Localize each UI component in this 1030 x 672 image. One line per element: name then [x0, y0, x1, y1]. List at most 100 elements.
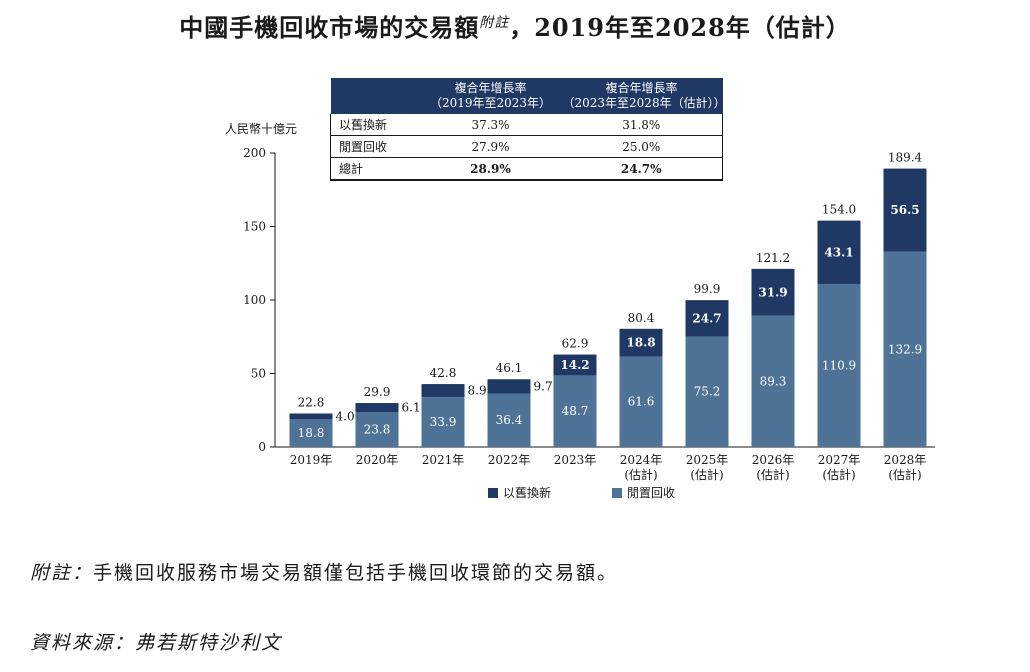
legend-swatch [488, 488, 498, 498]
data-label-idle-recycling: 75.2 [694, 385, 721, 399]
cagr-header-blank [330, 78, 421, 114]
cagr-value: 25.0% [560, 135, 723, 158]
cagr-value: 28.9% [420, 157, 561, 181]
source-note: 資料來源：弗若斯特沙利文 [30, 632, 283, 654]
bar-segment-trade-in [817, 220, 861, 284]
data-label-total: 189.4 [888, 151, 923, 165]
y-tick-label: 0 [258, 440, 266, 454]
bar-segment-idle-recycling [619, 356, 663, 447]
bar-segment-trade-in [487, 379, 531, 394]
x-tick-label: (估計) [624, 467, 657, 482]
bar-segment-idle-recycling [685, 336, 729, 447]
y-tick-label: 200 [243, 146, 266, 160]
y-tick-label: 50 [251, 367, 266, 381]
data-label-total: 121.2 [756, 251, 790, 265]
data-label-trade-in: 24.7 [692, 311, 721, 325]
bar-segment-trade-in [421, 384, 465, 398]
data-label-total: 154.0 [822, 203, 856, 217]
x-tick-label: 2025年 [686, 453, 729, 467]
data-label-idle-recycling: 36.4 [496, 413, 523, 427]
data-label-idle-recycling: 61.6 [628, 395, 655, 409]
x-tick-label: (估計) [690, 467, 723, 482]
data-label-trade-in: 9.7 [534, 379, 553, 393]
bar-segment-idle-recycling [289, 419, 333, 447]
y-axis-label: 人民幣十億元 [225, 122, 297, 136]
bar-segment-idle-recycling [421, 397, 465, 447]
x-tick-label: 2024年 [620, 453, 663, 467]
cagr-value: 27.9% [420, 135, 561, 158]
cagr-header-2023-2028: 複合年增長率 （2023年至2028年（估計）） [560, 78, 726, 114]
legend-label: 閒置回收 [627, 486, 675, 500]
y-tick-label: 150 [243, 220, 266, 234]
data-label-idle-recycling: 33.9 [430, 415, 457, 429]
data-label-idle-recycling: 110.9 [822, 358, 856, 372]
data-label-trade-in: 43.1 [824, 245, 853, 259]
table-row-total: 總計 28.9% 24.7% [330, 157, 723, 181]
data-label-total: 99.9 [694, 282, 721, 296]
footnote: 附註：手機回收服務市場交易額僅包括手機回收環節的交易額。 [30, 558, 618, 585]
data-label-total: 29.9 [364, 385, 391, 399]
legend-label: 以舊換新 [503, 485, 551, 500]
y-tick-label: 100 [243, 293, 266, 307]
cagr-table-header: 複合年增長率 （2019年至2023年） 複合年增長率 （2023年至2028年（估… [330, 78, 726, 114]
data-label-idle-recycling: 18.8 [298, 426, 325, 440]
cagr-value: 37.3% [420, 114, 561, 136]
table-row: 以舊換新 37.3% 31.8% [330, 114, 723, 136]
bar-segment-trade-in [883, 168, 927, 252]
title-suffix: ，2019年至2028年（估計） [509, 13, 851, 42]
footnote-text: 手機回收服務市場交易額僅包括手機回收環節的交易額。 [93, 562, 619, 584]
bar-segment-idle-recycling [553, 375, 597, 447]
row-label: 閒置回收 [330, 135, 421, 158]
x-tick-label: 2023年 [554, 453, 597, 467]
x-tick-label: (估計) [888, 467, 921, 482]
title-main: 中國手機回收市場的交易額 [179, 13, 480, 42]
data-label-trade-in: 31.9 [758, 285, 787, 299]
data-label-total: 62.9 [562, 337, 589, 351]
bar-segment-idle-recycling [355, 412, 399, 447]
data-label-idle-recycling: 23.8 [364, 423, 391, 437]
data-label-total: 42.8 [430, 366, 457, 380]
table-row: 閒置回收 27.9% 25.0% [330, 135, 723, 158]
data-label-trade-in: 6.1 [402, 401, 421, 415]
x-tick-label: 2026年 [752, 453, 795, 467]
data-label-trade-in: 8.9 [468, 384, 487, 398]
data-label-trade-in: 56.5 [890, 203, 919, 217]
bar-segment-trade-in [685, 300, 729, 337]
x-tick-label: 2021年 [422, 453, 465, 467]
legend-swatch [612, 488, 622, 498]
x-tick-label: (估計) [756, 467, 789, 482]
data-label-idle-recycling: 89.3 [760, 374, 787, 388]
x-tick-label: 2022年 [488, 453, 531, 467]
bar-segment-trade-in [355, 403, 399, 413]
data-label-total: 46.1 [496, 361, 523, 375]
x-tick-label: 2020年 [356, 453, 399, 467]
bar-segment-idle-recycling [487, 393, 531, 447]
bar-segment-idle-recycling [817, 283, 861, 447]
x-tick-label: 2019年 [290, 453, 333, 467]
x-tick-label: 2028年 [884, 453, 927, 467]
cagr-table: 複合年增長率 （2019年至2023年） 複合年增長率 （2023年至2028年（估… [330, 78, 726, 181]
bar-segment-trade-in [619, 328, 663, 357]
data-label-trade-in: 4.0 [336, 409, 355, 423]
title-note-mark: 附註 [479, 15, 510, 31]
cagr-value: 24.7% [560, 157, 723, 181]
data-label-total: 22.8 [298, 395, 325, 409]
row-label: 總計 [330, 157, 421, 181]
chart-title: 中國手機回收市場的交易額附註，2019年至2028年（估計） [0, 8, 1030, 43]
bar-segment-idle-recycling [751, 315, 795, 447]
footnote-lead: 附註： [30, 562, 94, 584]
cagr-value: 31.8% [560, 114, 723, 136]
data-label-total: 80.4 [628, 311, 655, 325]
bar-segment-idle-recycling [883, 251, 927, 447]
data-label-idle-recycling: 48.7 [562, 404, 589, 418]
bar-segment-trade-in [751, 268, 795, 316]
bar-segment-trade-in [553, 354, 597, 376]
data-label-trade-in: 14.2 [560, 358, 589, 372]
x-tick-label: 2027年 [818, 453, 861, 467]
cagr-header-2019-2023: 複合年增長率 （2019年至2023年） [420, 78, 561, 114]
data-label-idle-recycling: 132.9 [888, 342, 922, 356]
row-label: 以舊換新 [330, 114, 421, 136]
bar-segment-trade-in [289, 413, 333, 420]
data-label-trade-in: 18.8 [626, 336, 655, 350]
